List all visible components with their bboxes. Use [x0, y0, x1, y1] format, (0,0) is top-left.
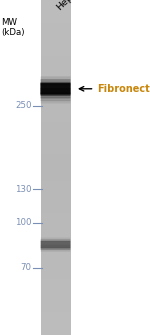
Text: HepG2: HepG2 — [55, 0, 84, 12]
FancyBboxPatch shape — [41, 241, 70, 248]
Text: 100: 100 — [15, 218, 31, 227]
FancyBboxPatch shape — [41, 238, 70, 242]
FancyBboxPatch shape — [40, 79, 70, 85]
Text: 70: 70 — [21, 264, 32, 272]
FancyBboxPatch shape — [40, 76, 70, 81]
Text: MW
(kDa): MW (kDa) — [2, 18, 25, 37]
FancyBboxPatch shape — [40, 92, 70, 98]
FancyBboxPatch shape — [41, 239, 70, 245]
Text: 250: 250 — [15, 101, 31, 110]
FancyBboxPatch shape — [40, 96, 70, 101]
FancyBboxPatch shape — [40, 82, 70, 89]
FancyBboxPatch shape — [40, 88, 70, 96]
Text: Fibronectin: Fibronectin — [98, 84, 150, 94]
FancyBboxPatch shape — [40, 99, 70, 104]
FancyBboxPatch shape — [41, 245, 70, 250]
FancyBboxPatch shape — [41, 248, 70, 252]
Text: 130: 130 — [15, 185, 31, 194]
FancyBboxPatch shape — [40, 83, 70, 94]
